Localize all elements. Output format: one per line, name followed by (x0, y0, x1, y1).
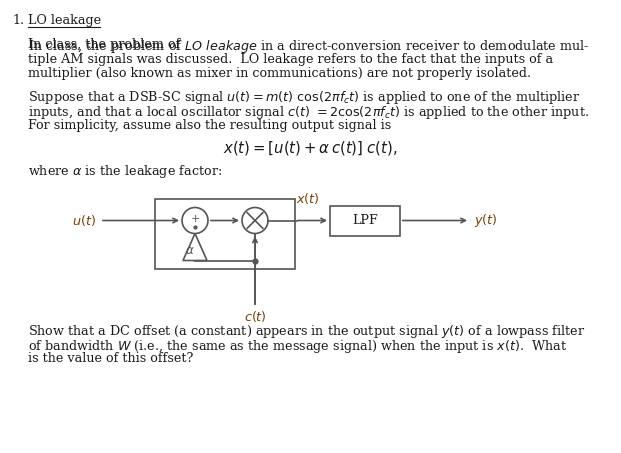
Text: Show that a DC offset (a constant) appears in the output signal $y(t)$ of a lowp: Show that a DC offset (a constant) appea… (28, 323, 585, 341)
Text: $u(t)$: $u(t)$ (72, 213, 96, 228)
Text: where $\alpha$ is the leakage factor:: where $\alpha$ is the leakage factor: (28, 164, 222, 180)
Text: 1.: 1. (13, 14, 25, 27)
Text: LO leakage: LO leakage (28, 14, 101, 27)
Bar (330, 206, 400, 236)
Text: $x(t)$: $x(t)$ (296, 191, 319, 206)
Bar (155, 198, 295, 269)
Text: is the value of this offset?: is the value of this offset? (28, 352, 193, 366)
Text: +: + (190, 215, 200, 225)
Text: $c(t)$: $c(t)$ (243, 308, 266, 323)
Text: $x(t) = [u(t) + \alpha\, c(t)]\; c(t),$: $x(t) = [u(t) + \alpha\, c(t)]\; c(t),$ (223, 139, 397, 157)
Text: of bandwidth $W$ (i.e., the same as the message signal) when the input is $x(t)$: of bandwidth $W$ (i.e., the same as the … (28, 338, 567, 355)
Circle shape (182, 207, 208, 233)
Text: LPF: LPF (352, 214, 378, 227)
Circle shape (242, 207, 268, 233)
Text: multiplier (also known as mixer in communications) are not properly isolated.: multiplier (also known as mixer in commu… (28, 67, 531, 80)
Text: tiple AM signals was discussed.  LO leakage refers to the fact that the inputs o: tiple AM signals was discussed. LO leaka… (28, 53, 553, 66)
Polygon shape (183, 233, 207, 260)
Text: $y(t)$: $y(t)$ (474, 212, 497, 229)
Text: For simplicity, assume also the resulting output signal is: For simplicity, assume also the resultin… (28, 119, 391, 131)
Text: Suppose that a DSB-SC signal $u(t) = m(t)$ $\cos(2\pi f_c t)$ is applied to one : Suppose that a DSB-SC signal $u(t) = m(t… (28, 90, 581, 106)
Text: $\alpha$: $\alpha$ (185, 244, 195, 257)
Text: In class, the problem of $\it{LO\ leakage}$ in a direct-conversion receiver to d: In class, the problem of $\it{LO\ leakag… (28, 38, 589, 55)
Text: inputs, and that a local oscillator signal $c(t)$ $= 2\cos(2\pi f_c t)$ is appli: inputs, and that a local oscillator sign… (28, 104, 589, 121)
Text: In class, the problem of: In class, the problem of (28, 38, 184, 51)
